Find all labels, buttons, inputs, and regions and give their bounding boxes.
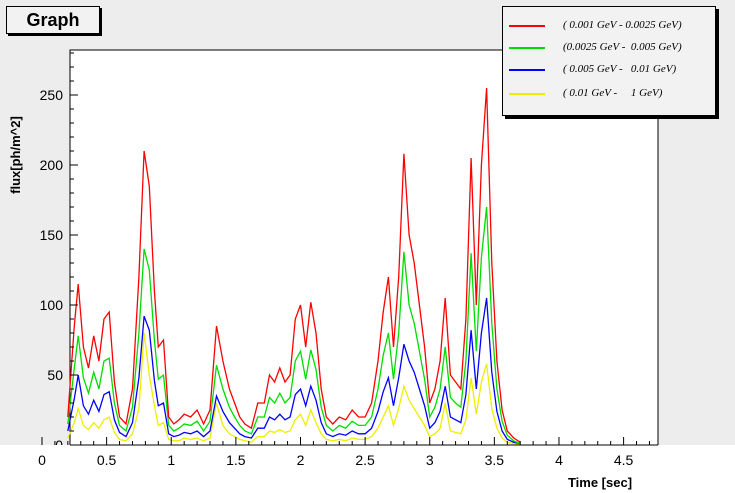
x-tick-label: 0.5 bbox=[97, 452, 117, 468]
legend-label: ( 0.001 GeV - 0.0025 GeV) bbox=[563, 19, 682, 31]
x-tick-label: 4 bbox=[555, 452, 563, 468]
legend-entry: ( 0.01 GeV - 1 GeV) bbox=[509, 85, 709, 101]
x-tick-label: 1 bbox=[167, 452, 175, 468]
series-line bbox=[67, 297, 521, 445]
legend-entry: (0.0025 GeV - 0.005 GeV) bbox=[509, 39, 709, 55]
series-line bbox=[67, 87, 521, 443]
legend-label: ( 0.01 GeV - 1 GeV) bbox=[563, 87, 663, 99]
x-axis-label: Time [sec] bbox=[568, 475, 632, 490]
y-tick-label: 100 bbox=[40, 297, 64, 313]
x-tick-label: 2.5 bbox=[355, 452, 375, 468]
legend: ( 0.001 GeV - 0.0025 GeV) (0.0025 GeV - … bbox=[502, 6, 716, 116]
legend-entry: ( 0.001 GeV - 0.0025 GeV) bbox=[509, 17, 709, 33]
series-line bbox=[67, 206, 521, 445]
y-axis-label: flux[ph/m^2] bbox=[8, 116, 23, 194]
legend-swatch bbox=[509, 25, 545, 27]
legend-swatch bbox=[509, 93, 545, 95]
legend-swatch bbox=[509, 47, 545, 49]
y-tick-label: 50 bbox=[47, 367, 63, 383]
chart-title: Graph bbox=[6, 6, 100, 34]
legend-label: (0.0025 GeV - 0.005 GeV) bbox=[563, 41, 682, 53]
y-tick-label: 250 bbox=[40, 87, 64, 103]
x-tick-label: 3.5 bbox=[485, 452, 505, 468]
x-tick-label: 1.5 bbox=[226, 452, 246, 468]
legend-entry: ( 0.005 GeV - 0.01 GeV) bbox=[509, 61, 709, 77]
series-line bbox=[67, 332, 521, 446]
y-tick-label: 200 bbox=[40, 157, 64, 173]
x-tick-label: 2 bbox=[297, 452, 305, 468]
x-tick-label: 4.5 bbox=[614, 452, 634, 468]
legend-label: ( 0.005 GeV - 0.01 GeV) bbox=[563, 63, 677, 75]
x-tick-label: 0 bbox=[38, 452, 46, 468]
xaxis-strip bbox=[0, 445, 735, 493]
y-tick-label: 150 bbox=[40, 227, 64, 243]
legend-swatch bbox=[509, 69, 545, 71]
x-tick-label: 3 bbox=[426, 452, 434, 468]
